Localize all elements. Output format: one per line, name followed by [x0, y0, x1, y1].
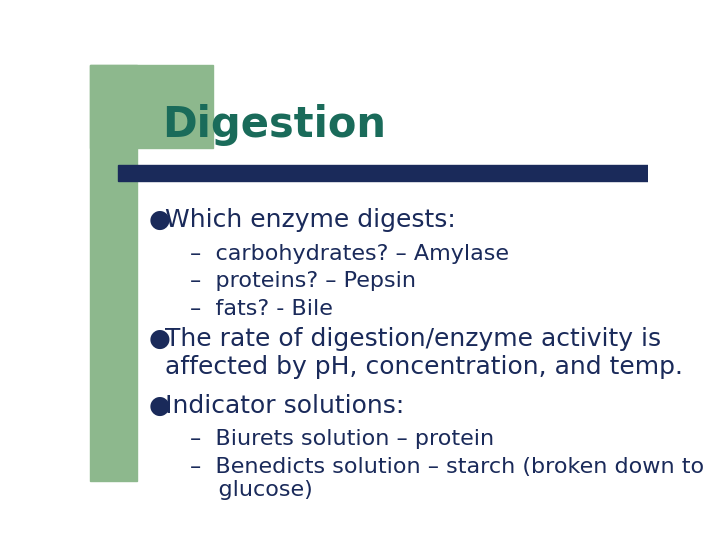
Text: ●: ● — [148, 394, 171, 418]
Text: –  Biurets solution – protein: – Biurets solution – protein — [190, 429, 495, 449]
Text: ●: ● — [148, 327, 171, 351]
Text: –  carbohydrates? – Amylase: – carbohydrates? – Amylase — [190, 244, 510, 264]
Bar — [90, 65, 213, 148]
Text: Which enzyme digests:: Which enzyme digests: — [166, 208, 456, 232]
Bar — [118, 165, 648, 181]
Bar — [90, 65, 138, 481]
Text: –  Benedicts solution – starch (broken down to
    glucose): – Benedicts solution – starch (broken do… — [190, 457, 705, 500]
Text: ●: ● — [148, 208, 171, 232]
Text: The rate of digestion/enzyme activity is
affected by pH, concentration, and temp: The rate of digestion/enzyme activity is… — [166, 327, 683, 379]
Text: Digestion: Digestion — [163, 104, 387, 146]
Text: –  proteins? – Pepsin: – proteins? – Pepsin — [190, 272, 416, 292]
Text: Indicator solutions:: Indicator solutions: — [166, 394, 405, 418]
Text: –  fats? - Bile: – fats? - Bile — [190, 299, 333, 319]
